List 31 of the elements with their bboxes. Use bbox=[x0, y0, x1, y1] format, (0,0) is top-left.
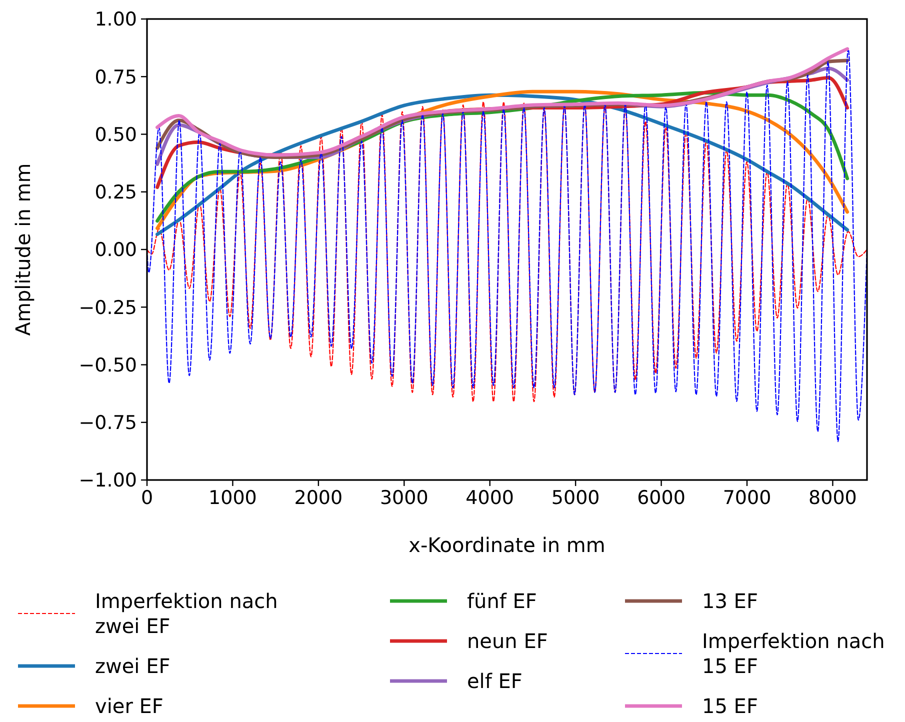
legend-label: 13 EF bbox=[702, 589, 758, 613]
x-tick-label: 0 bbox=[140, 487, 154, 509]
legend-label: Imperfektion nach zwei EF bbox=[95, 589, 278, 638]
y-tick-label: 0.25 bbox=[94, 182, 137, 204]
legend-label: zwei EF bbox=[95, 654, 170, 678]
x-tick-label: 1000 bbox=[208, 487, 257, 509]
x-tick-label: 5000 bbox=[551, 487, 600, 509]
y-tick-label: 1.00 bbox=[94, 8, 137, 31]
legend-label: vier EF bbox=[95, 694, 164, 718]
x-tick-label: 2000 bbox=[294, 487, 343, 509]
x-tick-label: 8000 bbox=[808, 487, 857, 509]
legend-label: Imperfektion nach 15 EF bbox=[702, 629, 885, 678]
x-tick-label: 3000 bbox=[380, 487, 428, 509]
x-tick-label: 6000 bbox=[637, 487, 686, 509]
line-series bbox=[147, 48, 867, 442]
x-axis-title: x-Koordinate in mm bbox=[408, 533, 606, 557]
x-tick-label: 4000 bbox=[466, 487, 514, 509]
y-tick-label: −0.75 bbox=[78, 412, 137, 434]
y-tick-label: −1.00 bbox=[78, 470, 137, 492]
y-axis-title: Amplitude in mm bbox=[11, 163, 35, 336]
legend-label: elf EF bbox=[467, 669, 522, 693]
y-tick-label: 0.50 bbox=[94, 124, 137, 146]
y-tick-label: 0.75 bbox=[94, 66, 137, 88]
y-tick-label: 0.00 bbox=[94, 239, 137, 262]
x-tick-label: 7000 bbox=[722, 487, 772, 509]
legend-label: fünf EF bbox=[467, 589, 537, 613]
line-series bbox=[147, 101, 867, 402]
legend-label: 15 EF bbox=[702, 694, 758, 718]
legend-label: neun EF bbox=[467, 629, 548, 653]
y-tick-label: −0.25 bbox=[78, 296, 137, 319]
y-tick-label: −0.50 bbox=[78, 354, 137, 376]
